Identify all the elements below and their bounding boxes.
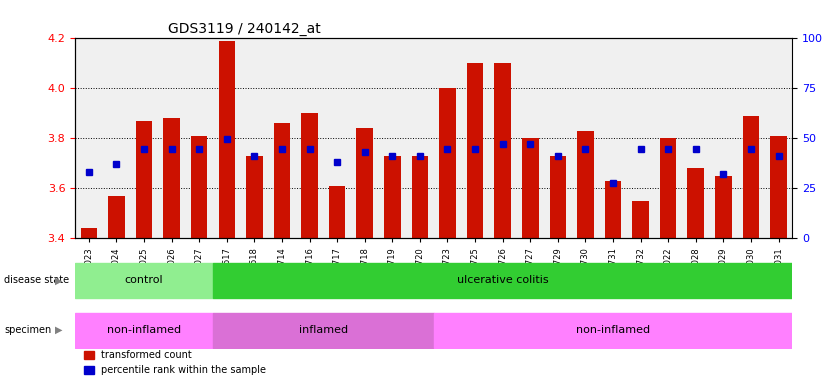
Bar [522,138,539,238]
Bar [108,195,125,238]
Text: non-inflamed: non-inflamed [576,325,650,335]
Bar [246,156,263,238]
Bar [467,63,484,238]
Bar [632,200,649,238]
Bar [605,180,621,238]
Text: ▶: ▶ [55,325,63,335]
Text: GDS3119 / 240142_at: GDS3119 / 240142_at [168,22,321,36]
Bar [412,156,428,238]
Bar [440,88,455,238]
Bar [329,185,345,238]
Bar [384,156,400,238]
Bar [550,156,566,238]
Text: inflamed: inflamed [299,325,348,335]
Text: ulcerative colitis: ulcerative colitis [457,275,549,285]
Text: non-inflamed: non-inflamed [107,325,181,335]
Text: control: control [125,275,163,285]
Bar [356,128,373,238]
FancyBboxPatch shape [213,263,792,298]
FancyBboxPatch shape [75,313,213,348]
Bar [771,136,786,238]
Bar [136,121,153,238]
Text: ▶: ▶ [55,275,63,285]
Bar [163,118,180,238]
Bar [715,175,731,238]
Text: disease state: disease state [4,275,69,285]
Bar [81,228,97,238]
Bar [495,63,511,238]
Bar [577,131,594,238]
Bar [274,123,290,238]
Bar [742,116,759,238]
FancyBboxPatch shape [75,263,213,298]
Legend: transformed count, percentile rank within the sample: transformed count, percentile rank withi… [80,346,270,379]
Bar [301,113,318,238]
Text: specimen: specimen [4,325,52,335]
Bar [687,168,704,238]
Bar [660,138,676,238]
FancyBboxPatch shape [434,313,792,348]
FancyBboxPatch shape [213,313,434,348]
Bar [191,136,208,238]
Bar [219,41,235,238]
